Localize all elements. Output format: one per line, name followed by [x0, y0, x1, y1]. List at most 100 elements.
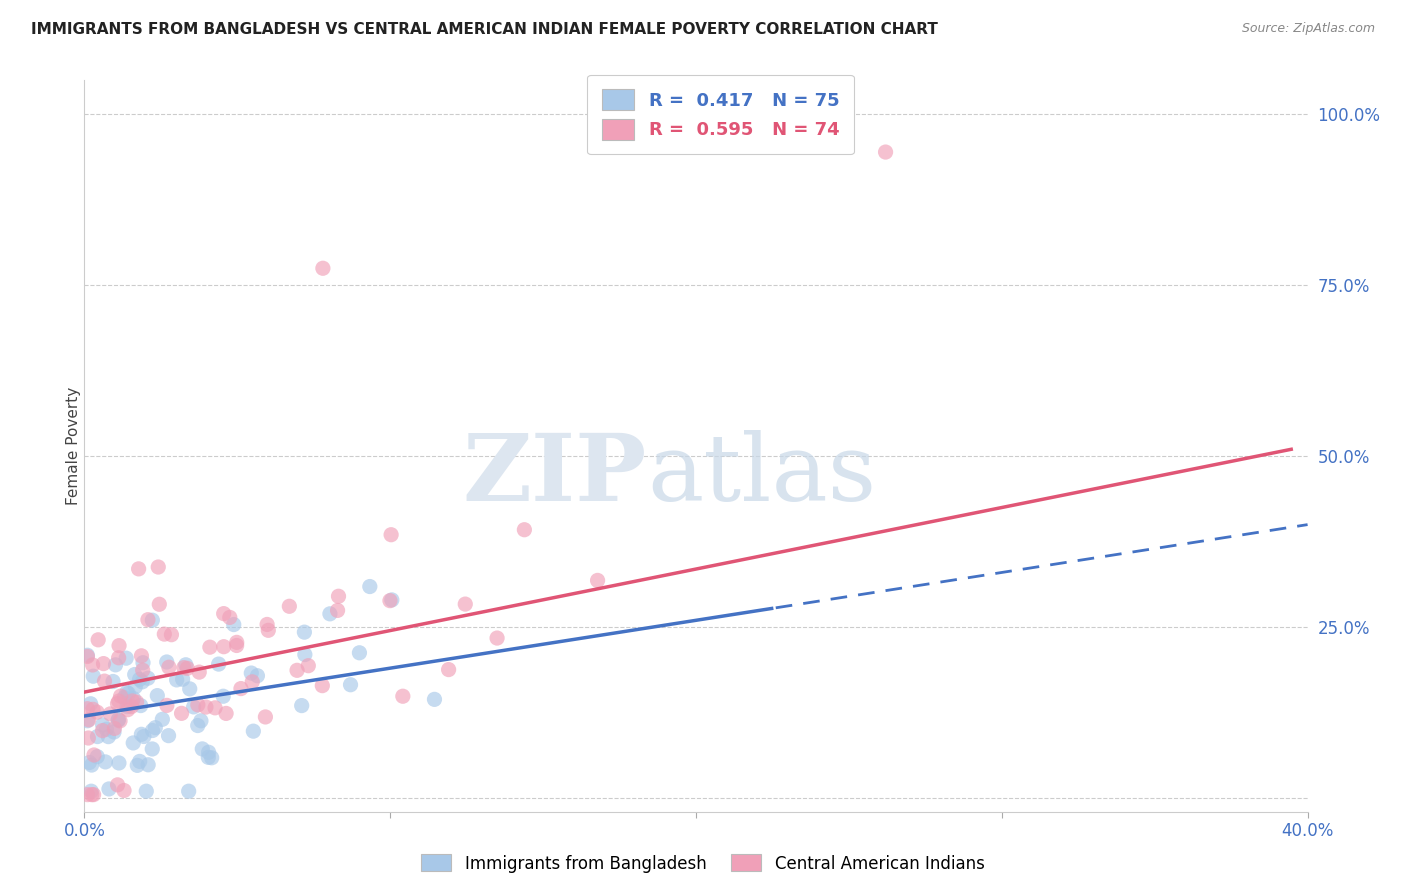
Point — [285, 663, 308, 677]
Point — [148, 597, 170, 611]
Point — [80, 788, 103, 802]
Point — [76, 702, 98, 716]
Point — [292, 625, 315, 640]
Point — [115, 685, 138, 699]
Point — [194, 700, 217, 714]
Point — [191, 742, 214, 756]
Point — [183, 699, 205, 714]
Text: atlas: atlas — [647, 430, 876, 520]
Point — [294, 648, 316, 662]
Point — [291, 698, 314, 713]
Point — [254, 710, 277, 724]
Point — [128, 562, 150, 576]
Point — [170, 706, 193, 721]
Point — [150, 712, 173, 726]
Point — [96, 723, 118, 737]
Point — [120, 699, 142, 714]
Point — [319, 607, 342, 621]
Point — [312, 261, 335, 276]
Point — [132, 656, 155, 670]
Text: IMMIGRANTS FROM BANGLADESH VS CENTRAL AMERICAN INDIAN FEMALE POVERTY CORRELATION: IMMIGRANTS FROM BANGLADESH VS CENTRAL AM… — [31, 22, 938, 37]
Point — [108, 714, 131, 728]
Point — [197, 750, 219, 764]
Point — [187, 698, 209, 712]
Point — [91, 718, 114, 732]
Point — [179, 681, 201, 696]
Point — [212, 607, 235, 621]
Point — [135, 784, 157, 798]
Point — [328, 589, 350, 603]
Point — [127, 758, 149, 772]
Point — [454, 597, 477, 611]
Point — [311, 679, 333, 693]
Point — [212, 690, 235, 704]
Point — [156, 698, 179, 713]
Point — [278, 599, 301, 614]
Point — [208, 657, 231, 671]
Point — [174, 657, 197, 672]
Point — [128, 755, 150, 769]
Point — [136, 671, 159, 685]
Point — [349, 646, 371, 660]
Point — [148, 560, 170, 574]
Point — [86, 749, 108, 764]
Point — [86, 705, 108, 719]
Point — [108, 639, 131, 653]
Point — [91, 723, 114, 738]
Point — [107, 713, 129, 727]
Point — [124, 680, 146, 694]
Point — [176, 661, 198, 675]
Point — [112, 690, 135, 705]
Point — [380, 527, 402, 541]
Point — [201, 751, 224, 765]
Point — [115, 651, 138, 665]
Point — [297, 658, 319, 673]
Point — [77, 713, 100, 727]
Point — [875, 145, 897, 159]
Point — [108, 694, 131, 708]
Point — [222, 617, 245, 632]
Point — [246, 669, 269, 683]
Point — [141, 742, 163, 756]
Point — [82, 702, 104, 716]
Point — [98, 706, 121, 721]
Point — [104, 657, 127, 672]
Point — [326, 603, 349, 617]
Point — [107, 650, 129, 665]
Point — [157, 660, 180, 674]
Y-axis label: Female Poverty: Female Poverty — [66, 387, 80, 505]
Point — [157, 729, 180, 743]
Point — [173, 660, 195, 674]
Point — [110, 689, 132, 703]
Text: ZIP: ZIP — [463, 430, 647, 520]
Point — [79, 756, 101, 770]
Point — [107, 778, 129, 792]
Point — [103, 722, 125, 736]
Point — [122, 691, 145, 706]
Point — [82, 669, 104, 683]
Point — [131, 727, 153, 741]
Point — [172, 672, 194, 686]
Point — [83, 747, 105, 762]
Point — [190, 714, 212, 728]
Point — [486, 631, 509, 645]
Point — [129, 698, 152, 713]
Point — [93, 657, 115, 671]
Point — [198, 640, 221, 655]
Point — [141, 723, 163, 738]
Point — [392, 690, 415, 704]
Point — [77, 731, 100, 745]
Point — [94, 755, 117, 769]
Point — [187, 718, 209, 732]
Point — [146, 689, 169, 703]
Point — [156, 655, 179, 669]
Point — [121, 694, 143, 708]
Point — [76, 649, 98, 664]
Point — [240, 674, 263, 689]
Point — [76, 714, 98, 728]
Point — [122, 736, 145, 750]
Point — [97, 781, 120, 796]
Point — [136, 613, 159, 627]
Point — [218, 610, 240, 624]
Point — [117, 686, 139, 700]
